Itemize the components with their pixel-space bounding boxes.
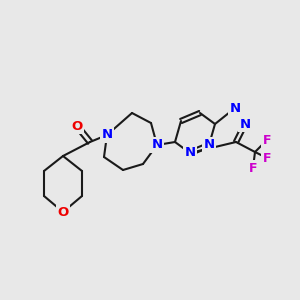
Text: O: O [71, 119, 82, 133]
Text: N: N [230, 101, 241, 115]
Text: N: N [152, 139, 163, 152]
Text: N: N [239, 118, 250, 130]
Text: O: O [57, 206, 69, 218]
Text: F: F [263, 152, 271, 164]
Text: N: N [184, 146, 196, 160]
Text: N: N [101, 128, 112, 142]
Text: N: N [203, 139, 214, 152]
Text: F: F [263, 134, 271, 146]
Text: F: F [249, 161, 257, 175]
